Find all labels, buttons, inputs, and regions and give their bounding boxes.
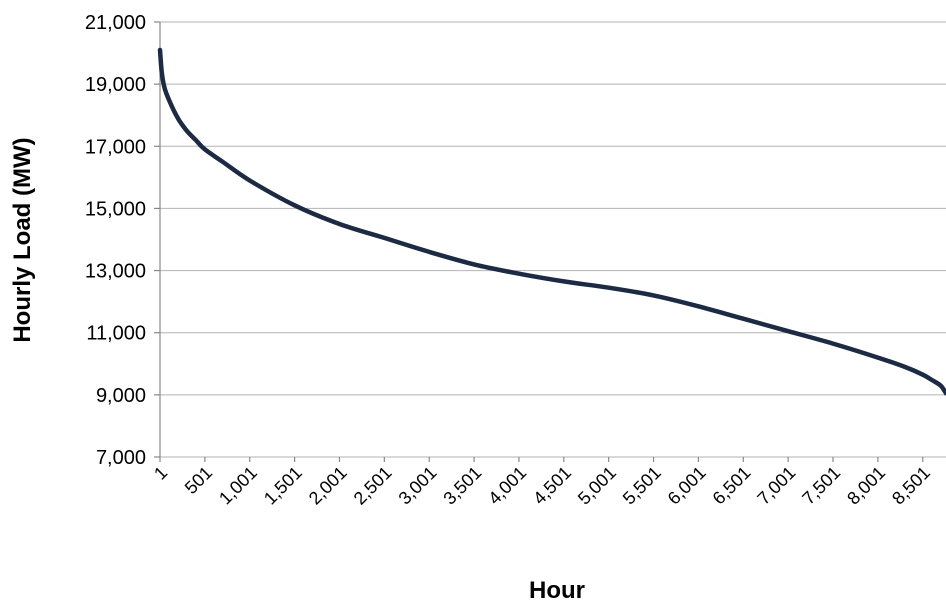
x-tick-label: 3,001 [395, 463, 441, 509]
x-tick-label: 6,001 [664, 463, 710, 509]
x-tick-label: 4,501 [529, 463, 575, 509]
y-tick-label: 21,000 [85, 12, 146, 34]
x-tick-label: 7,001 [753, 463, 799, 509]
x-tick-label: 6,501 [709, 463, 755, 509]
x-tick-label: 2,501 [350, 463, 396, 509]
x-tick-label: 501 [181, 463, 216, 498]
x-tick-label: 2,001 [305, 463, 351, 509]
x-tick-label: 5,501 [619, 463, 665, 509]
x-tick-label: 3,501 [439, 463, 485, 509]
y-axis-title: Hourly Load (MW) [9, 137, 36, 342]
y-axis-ticks: 7,000 9,000 11,000 13,000 15,000 17,000 19,000… [85, 12, 160, 469]
y-tick-label: 15,000 [85, 198, 146, 220]
x-tick-label: 4,001 [484, 463, 530, 509]
series-layer [157, 47, 946, 396]
x-tick-label: 8,001 [843, 463, 889, 509]
x-axis-ticks: 1 5011,0011,5012,0012,5013,0013,5014,0014… [150, 457, 934, 509]
x-tick-label: 1 [150, 463, 171, 484]
grid-lines [160, 21, 946, 458]
x-tick-label: 8,501 [888, 463, 934, 509]
y-tick-label: 13,000 [85, 261, 146, 283]
y-tick-label: 9,000 [96, 385, 146, 407]
x-tick-label: 5,001 [574, 463, 620, 509]
load-duration-line [157, 47, 946, 396]
x-tick-label: 1,501 [260, 463, 306, 509]
y-tick-label: 11,000 [86, 323, 146, 345]
y-tick-label: 19,000 [85, 74, 146, 96]
y-tick-label: 7,000 [96, 447, 146, 469]
x-tick-label: 1,001 [215, 463, 261, 509]
x-axis-title: Hour [529, 577, 585, 603]
x-tick-label: 7,501 [798, 463, 844, 509]
y-tick-label: 17,000 [85, 136, 146, 158]
